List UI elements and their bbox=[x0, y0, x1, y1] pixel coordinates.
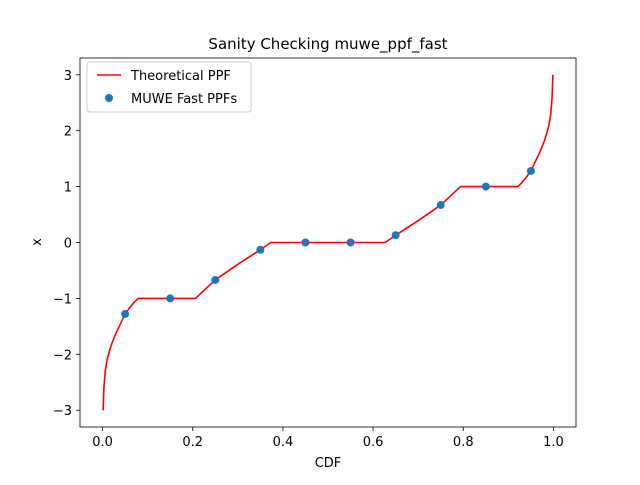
y-tick-label: 1 bbox=[64, 181, 72, 196]
y-tick-label: −2 bbox=[53, 348, 72, 363]
y-tick-label: −3 bbox=[53, 404, 72, 419]
legend: Theoretical PPF MUWE Fast PPFs bbox=[86, 61, 252, 113]
muwe-point-6 bbox=[346, 238, 355, 247]
legend-label-muwe: MUWE Fast PPFs bbox=[131, 92, 237, 107]
y-axis-label: x bbox=[30, 238, 45, 246]
muwe-point-3 bbox=[211, 275, 220, 284]
muwe-point-2 bbox=[166, 294, 175, 303]
x-tick-label: 0.0 bbox=[92, 435, 113, 450]
y-tick-label: 2 bbox=[64, 125, 72, 140]
legend-scatter-swatch bbox=[105, 94, 113, 102]
legend-label-theoretical: Theoretical PPF bbox=[130, 69, 231, 84]
axes: 0.0 0.2 0.4 0.6 0.8 1.0 −3 −2 −1 0 1 2 3 bbox=[53, 57, 577, 450]
plot-area bbox=[102, 74, 554, 411]
x-tick-label: 1.0 bbox=[543, 435, 564, 450]
y-tick-label: 0 bbox=[64, 237, 72, 252]
x-tick-label: 0.4 bbox=[273, 435, 294, 450]
legend-box bbox=[86, 61, 252, 113]
theoretical-ppf-line bbox=[102, 74, 554, 411]
muwe-point-8 bbox=[436, 201, 445, 210]
x-tick-label: 0.6 bbox=[363, 435, 384, 450]
muwe-point-1 bbox=[121, 310, 130, 319]
x-axis-label: CDF bbox=[315, 456, 342, 471]
y-tick-label: 3 bbox=[64, 69, 72, 84]
muwe-point-9 bbox=[481, 182, 490, 191]
muwe-point-4 bbox=[256, 245, 265, 254]
x-tick-label: 0.8 bbox=[453, 435, 474, 450]
chart-title: Sanity Checking muwe_ppf_fast bbox=[208, 35, 447, 54]
muwe-point-7 bbox=[391, 231, 400, 240]
muwe-point-10 bbox=[526, 166, 535, 175]
y-tick-label: −1 bbox=[53, 292, 72, 307]
muwe-point-5 bbox=[301, 238, 310, 247]
x-tick-label: 0.2 bbox=[182, 435, 203, 450]
